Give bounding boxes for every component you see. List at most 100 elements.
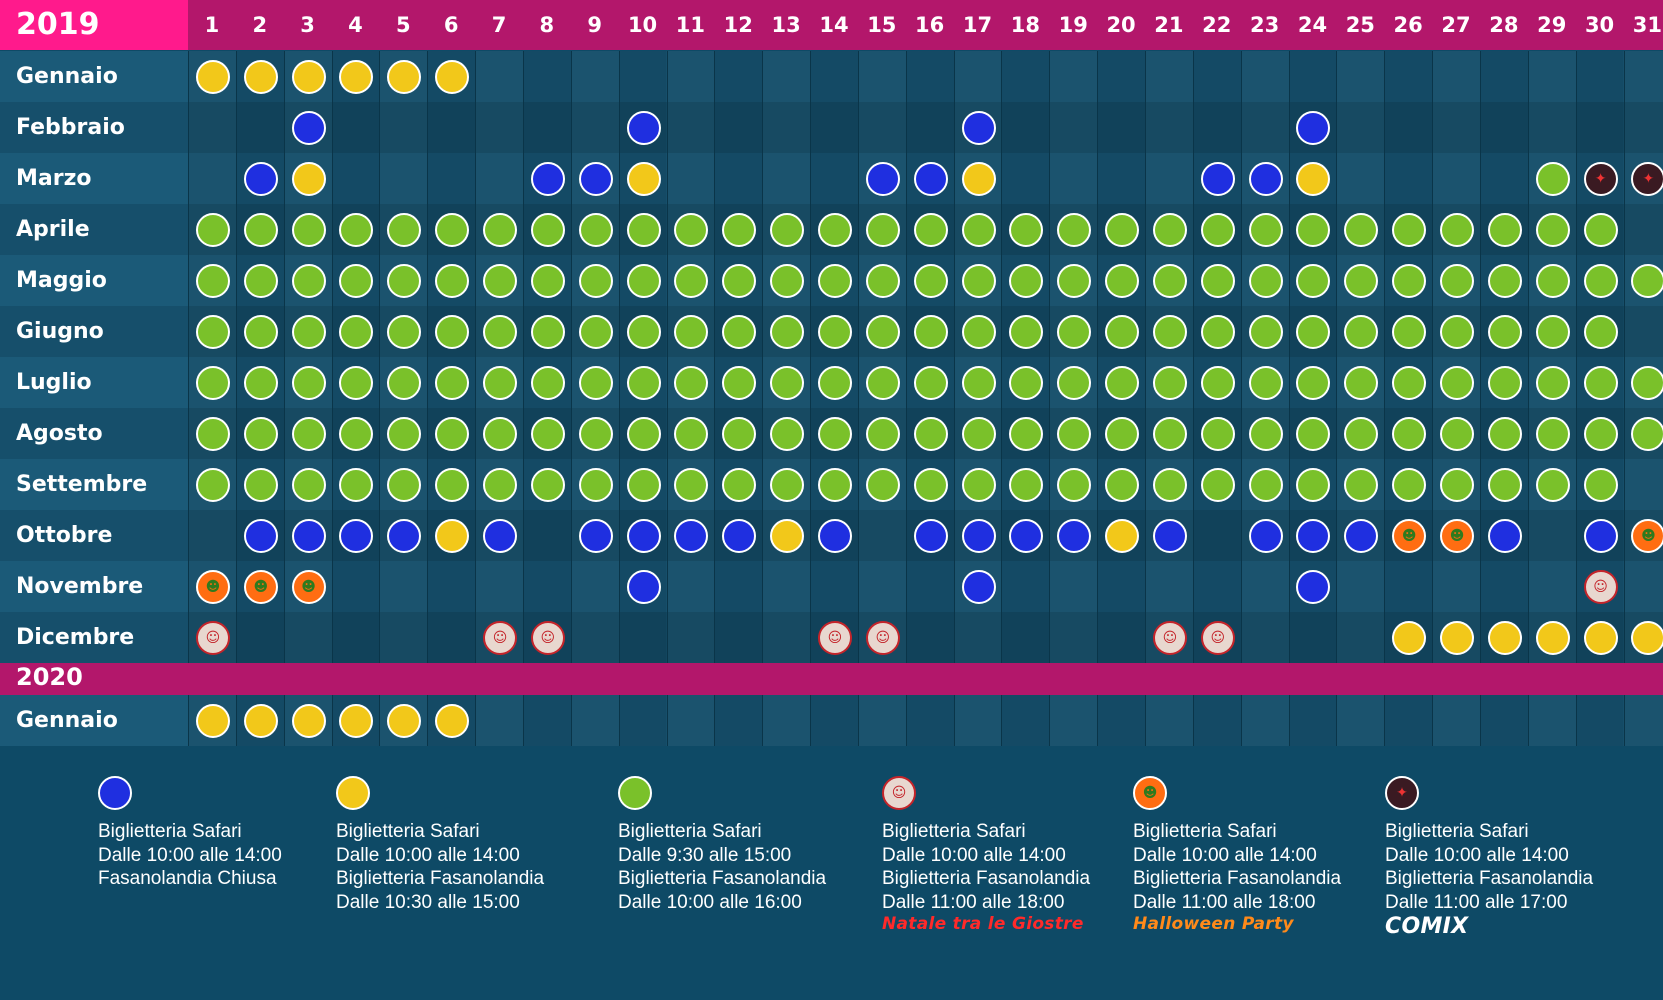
zombie-icon: ☻ [1631,518,1663,553]
day-cell [1240,510,1289,561]
day-cell [331,102,380,153]
day-cell: ☻ [1623,510,1663,561]
day-cell [188,459,236,510]
day-cell [331,510,380,561]
blue-dot-icon [722,518,757,553]
day-number: 5 [396,13,411,37]
green-dot-icon [1200,212,1235,247]
green-dot-icon [1487,212,1522,247]
day-cell [331,204,380,255]
day-cell [235,102,284,153]
day-cell [810,459,858,510]
green-dot-icon [243,263,278,298]
day-cell [1097,408,1145,459]
day-cell [857,561,906,612]
day-cell [522,561,571,612]
yellow-dot-icon [1487,620,1522,655]
day-cell [379,204,427,255]
day-cell [427,357,476,408]
green-dot-icon [483,365,518,400]
green-dot-icon [1296,263,1331,298]
green-dot-icon [865,467,900,502]
green-dot-icon [1296,314,1331,349]
day-number: 11 [675,13,706,37]
green-dot-icon [865,212,900,247]
day-cell [1623,102,1663,153]
day-cell [1432,695,1480,746]
day-cell [522,102,571,153]
day-cell [1479,695,1528,746]
green-dot-icon [530,314,565,349]
day-cell [235,204,284,255]
green-dot-icon [578,314,613,349]
day-cell [1097,204,1145,255]
day-cell [1001,612,1050,663]
green-dot-icon [722,365,757,400]
day-cell [666,204,715,255]
day-number: 14 [819,13,849,37]
green-dot-icon [817,467,852,502]
green-dot-icon [530,467,565,502]
day-cell [1192,102,1241,153]
day-cell [475,510,523,561]
yellow-dot-icon [770,518,805,553]
day-cell [666,510,715,561]
day-cell [714,561,763,612]
compass-icon: ✦ [1583,161,1618,196]
day-cell [1336,408,1384,459]
day-number: 24 [1297,13,1328,37]
day-cell [1623,306,1663,357]
day-cell [1288,695,1337,746]
day-cell [188,102,236,153]
month-row-marzo: Marzo ✦ ✦ [0,153,1663,204]
day-cell [1479,561,1528,612]
green-dot-icon [1392,365,1427,400]
green-dot-icon [1105,314,1140,349]
green-dot-icon [1057,416,1092,451]
day-cell [857,306,906,357]
day-cell [1432,612,1480,663]
day-cell [1001,408,1050,459]
day-cell [570,255,619,306]
green-dot-icon [339,416,374,451]
green-dot-icon [1200,263,1235,298]
day-cell [714,153,763,204]
day-cell [618,561,667,612]
day-cell [1240,204,1289,255]
day-cell [714,695,763,746]
green-dot-icon [1344,416,1379,451]
day-cell [1432,561,1480,612]
yellow-dot-icon [291,161,326,196]
day-cell [1288,357,1337,408]
blue-dot-icon [578,161,613,196]
green-dot-icon [913,416,948,451]
green-dot-icon [961,212,996,247]
day-cell [379,153,427,204]
green-dot-icon [1440,467,1475,502]
day-cell [1240,153,1289,204]
day-cell [427,306,476,357]
day-cell [1336,695,1384,746]
day-cell [762,306,810,357]
green-dot-icon [435,365,470,400]
santa-icon: ☺ [1583,569,1618,604]
yellow-dot-icon [626,161,661,196]
day-cell [1384,612,1433,663]
day-cell [475,459,523,510]
day-cell [1384,357,1433,408]
month-row-agosto: Agosto [0,408,1663,459]
day-cell [905,510,954,561]
day-cell [1479,153,1528,204]
day-cell: ✦ [1623,153,1663,204]
month-row-febbraio: Febbraio [0,102,1663,153]
green-dot-icon [339,212,374,247]
year-bar-2020: 2020 [0,663,1663,695]
day-cell [1240,408,1289,459]
green-dot-icon [195,263,230,298]
day-cell [1432,204,1480,255]
day-cell [1145,459,1193,510]
day-cell [857,357,906,408]
day-cell [379,51,427,102]
day-cell [1288,204,1337,255]
green-dot-icon [1535,416,1570,451]
